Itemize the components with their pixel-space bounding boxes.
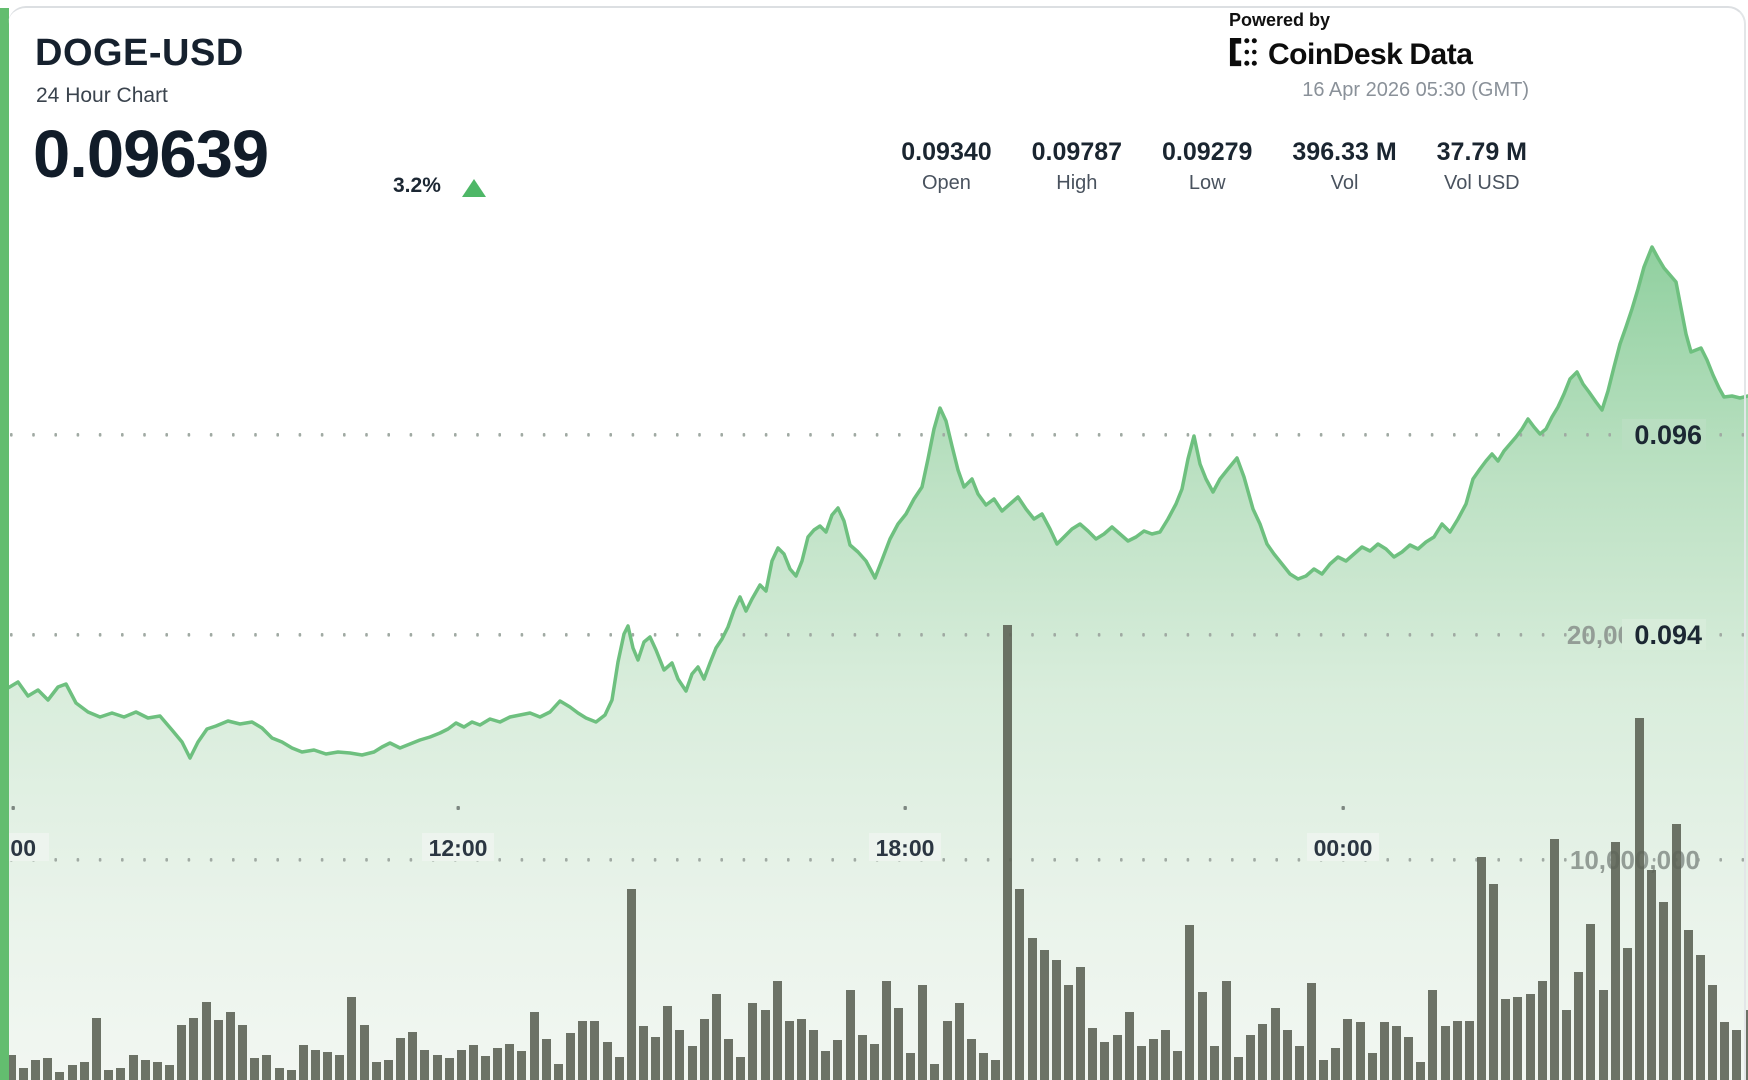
stat-high-label: High — [1056, 172, 1098, 194]
svg-text:0.094: 0.094 — [1634, 620, 1702, 650]
timestamp: 16 Apr 2026 05:30 (GMT) — [1302, 79, 1529, 101]
stat-vol-label: Vol — [1330, 172, 1359, 194]
stat-vol-value: 396.33 M — [1292, 138, 1397, 166]
stat-vol-usd-value: 37.79 M — [1436, 138, 1527, 166]
coindesk-logo: CoinDesk Data — [1229, 36, 1529, 73]
symbol-title: DOGE-USD — [35, 32, 244, 74]
svg-text:18:00: 18:00 — [876, 835, 935, 861]
stat-open-value: 0.09340 — [901, 138, 992, 166]
stat-low-label: Low — [1188, 172, 1226, 194]
coindesk-logo-icon — [1229, 36, 1259, 73]
stat-high-value: 0.09787 — [1031, 138, 1123, 166]
provider-name-2: Data — [1409, 37, 1473, 71]
svg-text:0.096: 0.096 — [1634, 420, 1702, 450]
stat-open-label: Open — [922, 172, 971, 194]
stat-vol-usd-label: Vol USD — [1444, 172, 1520, 194]
svg-text:00:00: 00:00 — [1314, 835, 1373, 861]
powered-by-label: Powered by — [1229, 10, 1331, 30]
stat-low: 0.09279 Low — [1162, 138, 1252, 195]
left-accent-bar — [0, 8, 9, 1080]
stat-vol-usd: 37.79 M Vol USD — [1437, 138, 1527, 195]
ohlc-stats-row: 0.09340 Open 0.09787 High 0.09279 Low 39… — [901, 138, 1527, 195]
svg-text:12:00: 12:00 — [429, 835, 488, 861]
change-up-icon — [462, 179, 486, 197]
stat-vol: 396.33 M Vol — [1292, 138, 1396, 195]
change-percent: 3.2% — [393, 174, 441, 197]
chart-subtitle: 24 Hour Chart — [36, 84, 168, 107]
svg-text:20,00: 20,00 — [1567, 620, 1632, 650]
stat-open: 0.09340 Open — [901, 138, 991, 195]
provider-block: Powered by CoinDesk Data 16 Apr 2026 05:… — [1229, 10, 1529, 102]
stat-low-value: 0.09279 — [1162, 138, 1253, 166]
stat-high: 0.09787 High — [1032, 138, 1122, 195]
last-price: 0.09639 — [33, 117, 269, 192]
provider-name: CoinDesk — [1268, 37, 1403, 71]
